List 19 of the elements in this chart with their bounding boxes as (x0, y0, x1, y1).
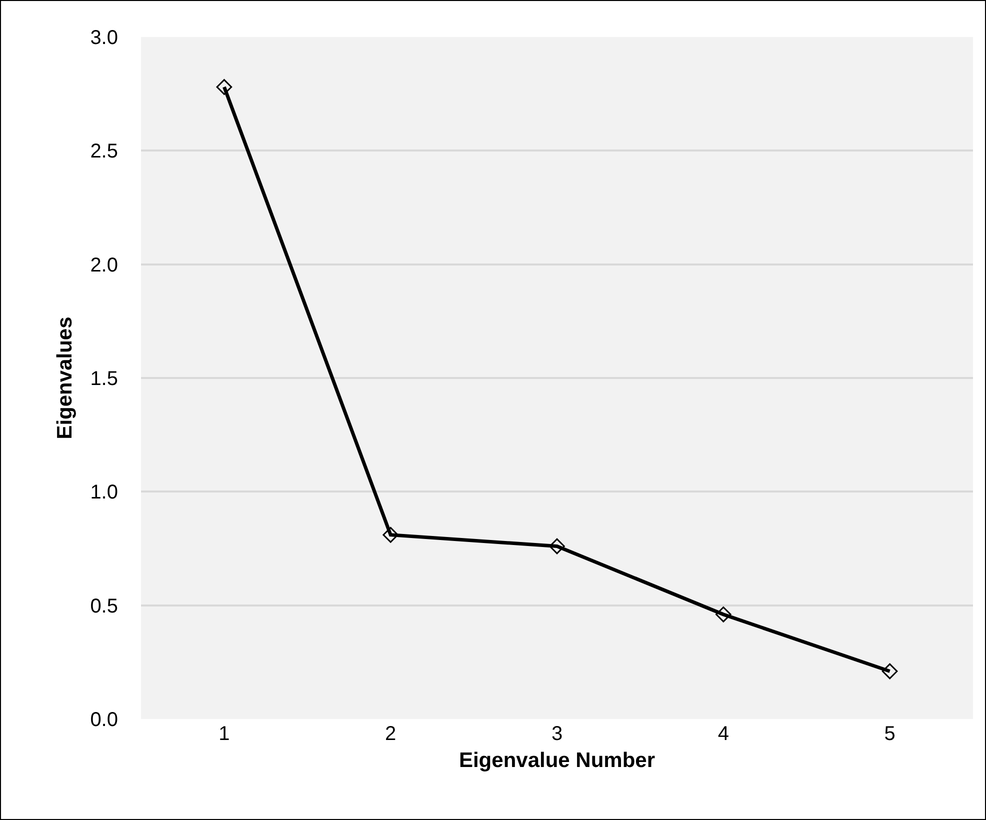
y-tick-label: 0.0 (90, 709, 118, 731)
y-axis-title: Eigenvalues (53, 316, 76, 440)
y-tick-label: 1.5 (90, 368, 118, 390)
y-tick-label: 1.0 (90, 482, 118, 504)
y-tick-label: 3.0 (90, 27, 118, 49)
x-tick-label: 4 (718, 723, 729, 745)
y-tick-label: 2.0 (90, 254, 118, 276)
point (882, 663, 898, 680)
x-tick-label: 3 (551, 723, 563, 745)
x-tick-label: 2 (385, 723, 396, 745)
x-axis-title: Eigenvalue Number (458, 749, 656, 772)
point (382, 526, 398, 543)
point (549, 538, 565, 554)
point (216, 79, 232, 95)
x-tick-label: 5 (884, 723, 896, 745)
y-tick-label: 0.5 (90, 595, 118, 618)
point (716, 606, 732, 622)
y-tick-label: 2.5 (90, 140, 118, 163)
x-tick-label: 1 (218, 723, 230, 745)
